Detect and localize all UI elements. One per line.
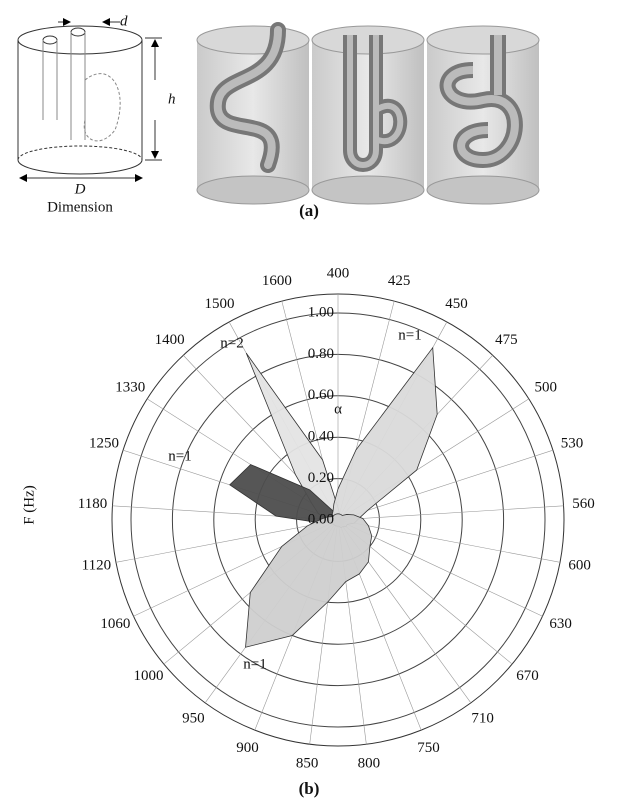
category-label: 1400 bbox=[155, 332, 185, 348]
category-label: 1330 bbox=[115, 380, 145, 396]
panel-label: (b) bbox=[299, 779, 320, 798]
category-label: 475 bbox=[495, 332, 518, 348]
category-label: 1250 bbox=[89, 435, 119, 451]
category-label: 1060 bbox=[100, 616, 130, 632]
category-label: 630 bbox=[549, 616, 572, 632]
category-label: 1120 bbox=[82, 558, 111, 574]
D-label: D bbox=[74, 181, 86, 197]
category-label: 670 bbox=[516, 668, 539, 684]
category-label: 400 bbox=[327, 265, 350, 281]
category-label: 600 bbox=[568, 558, 591, 574]
y-axis-label: F (Hz) bbox=[21, 485, 37, 525]
spoke bbox=[338, 506, 564, 520]
category-label: 850 bbox=[296, 755, 319, 771]
category-label: 1600 bbox=[262, 273, 292, 289]
radar-chart: 400 425 450 475 500 530 560 600 630 670 710 750 800 8… bbox=[78, 265, 595, 771]
category-label: 425 bbox=[388, 273, 411, 289]
spoke bbox=[338, 520, 560, 562]
category-label: 500 bbox=[534, 380, 557, 396]
category-label: 1180 bbox=[78, 496, 107, 512]
r-tick-label: 1.00 bbox=[308, 304, 334, 320]
category-label: 450 bbox=[445, 296, 468, 312]
category-label: 800 bbox=[358, 755, 381, 771]
d-label: d bbox=[120, 13, 128, 29]
r-tick-label: 0.60 bbox=[308, 387, 334, 403]
caption: Dimension bbox=[47, 199, 113, 215]
category-label: 710 bbox=[471, 710, 494, 726]
r-tick-label: 0.40 bbox=[308, 429, 334, 445]
category-label: 530 bbox=[561, 435, 584, 451]
cylinders bbox=[197, 26, 539, 204]
category-label: 950 bbox=[182, 710, 205, 726]
r-tick-label: 0.80 bbox=[308, 346, 334, 362]
category-label: 1500 bbox=[204, 296, 234, 312]
annotation: n=1 bbox=[243, 656, 266, 672]
category-label: 560 bbox=[572, 496, 595, 512]
annotation: n=1 bbox=[398, 327, 421, 343]
r-tick-label: 0.20 bbox=[308, 470, 334, 486]
panel-label: (a) bbox=[299, 201, 319, 220]
annotation: α bbox=[334, 401, 342, 417]
r-tick-label: 0.00 bbox=[308, 511, 334, 527]
category-label: 900 bbox=[236, 740, 259, 756]
category-label: 750 bbox=[417, 740, 440, 756]
figure: d h D Dimension (a) (b) F (Hz) 400 425 450… bbox=[0, 0, 619, 808]
annotation: n=1 bbox=[168, 448, 191, 464]
category-label: 1000 bbox=[133, 668, 163, 684]
h-label: h bbox=[168, 91, 176, 107]
annotation: n=2 bbox=[220, 335, 243, 351]
schematic bbox=[18, 22, 162, 178]
